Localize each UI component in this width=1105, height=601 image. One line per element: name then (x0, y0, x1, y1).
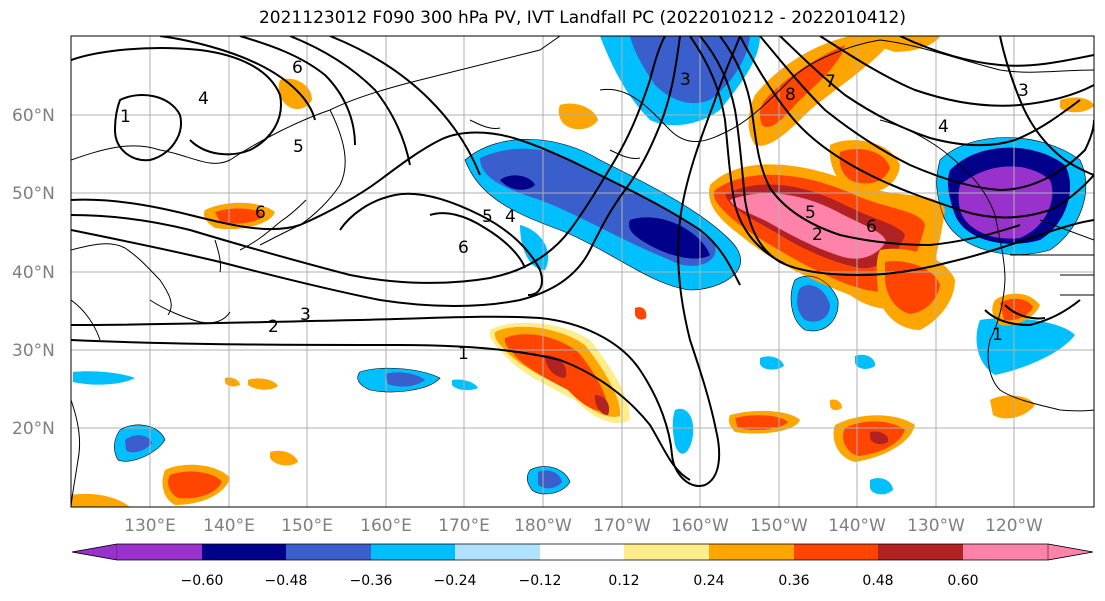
lon-label: 130°W (907, 516, 965, 536)
contour-label: 6 (292, 58, 303, 78)
contour-label: 3 (1018, 81, 1029, 101)
colorbar-cell (963, 544, 1048, 560)
lat-label: 20°N (12, 419, 55, 439)
colorbar-cell (794, 544, 878, 560)
contour-label: 6 (458, 238, 469, 258)
colorbar-tick: −0.36 (350, 573, 393, 589)
pos-blob-alaska-coast (748, 36, 895, 146)
colorbar-cell (202, 544, 286, 560)
lon-label: 130°E (124, 516, 176, 536)
contour-label: 3 (680, 70, 691, 90)
lon-label: 120°W (985, 516, 1043, 536)
lon-label: 160°E (360, 516, 412, 536)
lon-label: 150°E (281, 516, 333, 536)
colorbar-tick: 0.36 (778, 573, 809, 589)
colorbar-cell (117, 544, 202, 560)
contour-label: 4 (938, 117, 949, 137)
lat-label: 40°N (12, 263, 55, 283)
colorbar-cell (709, 544, 794, 560)
contour-label: 1 (458, 344, 469, 364)
colorbar-tick-labels: −0.60 −0.48 −0.36 −0.24 −0.12 0.12 0.24 … (181, 573, 979, 589)
colorbar-cell (1047, 543, 1094, 561)
anomaly-shading (71, 36, 1094, 507)
lon-label: 140°W (828, 516, 886, 536)
lon-label: 170°W (593, 516, 651, 536)
contour-label: 1 (992, 325, 1003, 345)
contour-label: 2 (268, 317, 279, 337)
colorbar-tick: −0.48 (265, 573, 308, 589)
colorbar-cell (624, 544, 709, 560)
contour-label: 5 (482, 207, 493, 227)
contour-label: 7 (825, 72, 836, 92)
colorbar-tick: 0.12 (608, 573, 639, 589)
lat-label: 30°N (12, 341, 55, 361)
colorbar-tick: 0.24 (693, 573, 724, 589)
contour-label: 4 (198, 89, 209, 109)
colorbar-cell (371, 544, 455, 560)
contour-label: 3 (300, 305, 311, 325)
colorbar-cell (455, 544, 540, 560)
lat-label: 60°N (12, 106, 55, 126)
map-title: 2021123012 F090 300 hPa PV, IVT Landfall… (258, 8, 906, 28)
colorbar-tick: −0.60 (181, 573, 224, 589)
colorbar-cell (540, 544, 624, 560)
colorbar-tick: −0.12 (519, 573, 562, 589)
contour-label: 5 (293, 137, 304, 157)
contour-label: 5 (805, 203, 816, 223)
lat-label: 50°N (12, 184, 55, 204)
pv-contours (71, 36, 1094, 487)
contour-label: 6 (255, 203, 266, 223)
lon-label: 150°W (750, 516, 808, 536)
lon-label: 180°W (514, 516, 572, 536)
contour-label: 4 (505, 207, 516, 227)
contour-label: 6 (866, 217, 877, 237)
latitude-labels: 60°N 50°N 40°N 30°N 20°N (12, 106, 55, 439)
graticule (71, 36, 1094, 507)
colorbar-tick: 0.48 (862, 573, 893, 589)
colorbar-cell (286, 544, 371, 560)
colorbar-cell (71, 543, 118, 561)
contour-label: 1 (120, 107, 131, 127)
lon-label: 140°E (203, 516, 255, 536)
colorbar-tick: 0.60 (947, 573, 978, 589)
contour-labels: 1 2 3 4 5 6 6 4 5 7 8 4 3 6 5 2 3 6 1 1 (120, 58, 1029, 364)
colorbar-cell (878, 544, 963, 560)
contour-label: 2 (812, 225, 823, 245)
colorbar-tick: −0.24 (434, 573, 477, 589)
lon-label: 170°E (438, 516, 490, 536)
map-frame (70, 35, 1095, 508)
anomaly-outline (114, 137, 1087, 495)
colorbar (71, 543, 1094, 561)
contour-label: 8 (785, 85, 796, 105)
lon-label: 160°W (671, 516, 729, 536)
longitude-labels: 130°E 140°E 150°E 160°E 170°E 180°W 170°… (124, 516, 1043, 536)
